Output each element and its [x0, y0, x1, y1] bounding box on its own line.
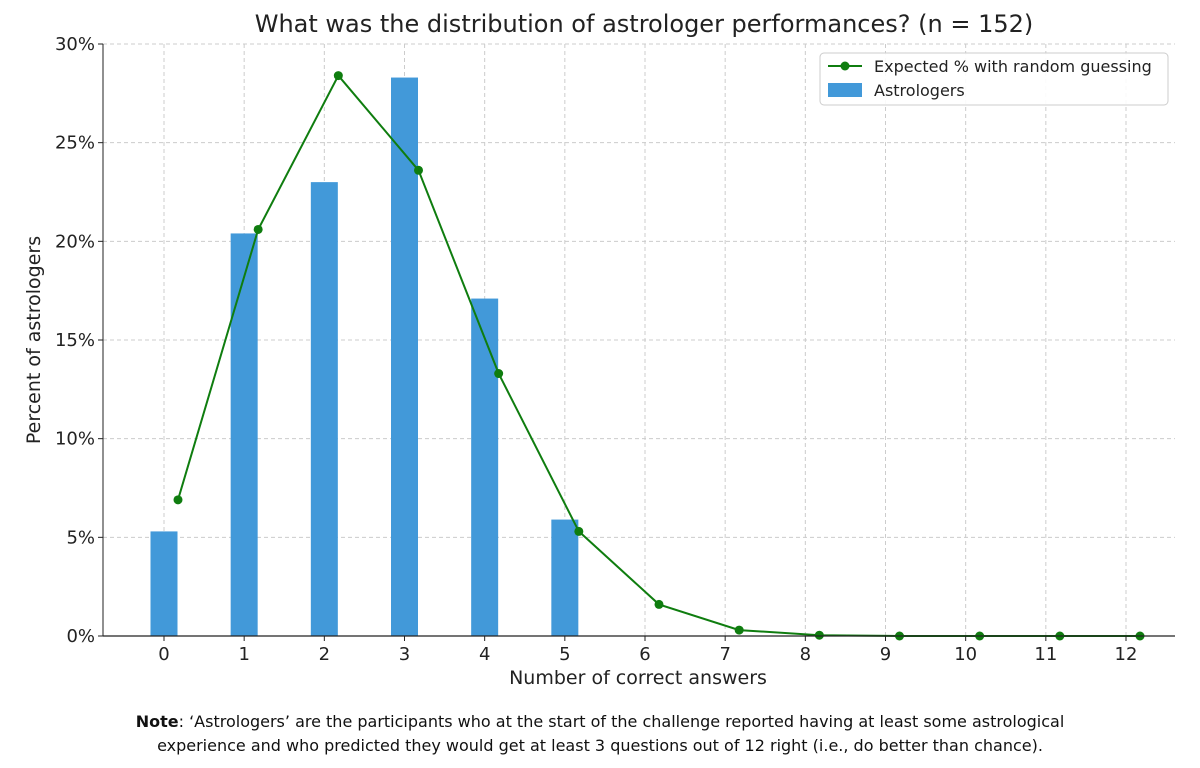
note-label: Note: [135, 712, 179, 731]
y-tick-label: 25%: [55, 133, 95, 154]
x-tick-label: 0: [158, 644, 169, 665]
chart-title: What was the distribution of astrologer …: [255, 10, 1034, 38]
y-tick-label: 30%: [55, 34, 95, 55]
x-tick-label: 1: [238, 644, 249, 665]
x-tick-label: 8: [800, 644, 811, 665]
chart: What was the distribution of astrologer …: [23, 10, 1175, 689]
y-tick-label: 5%: [66, 527, 95, 548]
legend-box: [819, 52, 1169, 106]
y-tick-label: 20%: [55, 231, 95, 252]
x-tick-label: 2: [319, 644, 330, 665]
bar-0: [150, 531, 178, 636]
legend-label-astrologers: Astrologers: [874, 81, 965, 100]
y-tick-label: 10%: [55, 429, 95, 450]
expected-point-1: [253, 224, 263, 234]
x-tick-label: 5: [559, 644, 570, 665]
bars: [150, 77, 579, 636]
x-tick-label: 6: [639, 644, 650, 665]
legend-bar-swatch: [828, 83, 862, 97]
expected-point-2: [333, 71, 343, 81]
x-tick-label: 11: [1034, 644, 1057, 665]
legend-label-expected: Expected % with random guessing: [874, 57, 1152, 76]
ticks: 0%5%10%15%20%25%30%0 1 2 3 4 5 6 7 8 9 10 11 12: [55, 34, 1137, 665]
x-tick-label: 9: [880, 644, 891, 665]
grid: [103, 43, 1175, 637]
bar-1: [230, 233, 258, 636]
note-line-1: Note: ‘Astrologers’ are the participants…: [0, 710, 1200, 734]
expected-point-6: [654, 599, 664, 609]
legend-line-marker: [840, 61, 850, 71]
expected-point-0: [173, 495, 183, 505]
x-tick-label: 12: [1115, 644, 1138, 665]
x-tick-label: 3: [399, 644, 410, 665]
bar-2: [310, 182, 338, 636]
expected-point-8: [814, 630, 824, 640]
expected-point-7: [734, 625, 744, 635]
note-line-2: experience and who predicted they would …: [157, 736, 1043, 755]
bar-5: [551, 519, 579, 636]
x-tick-label: 4: [479, 644, 490, 665]
y-tick-label: 0%: [66, 626, 95, 647]
expected-point-5: [574, 526, 584, 536]
bar-3: [391, 77, 418, 636]
note-text-1: : ‘Astrologers’ are the participants who…: [178, 712, 1065, 731]
x-tick-label: 7: [719, 644, 730, 665]
bar-4: [471, 298, 499, 636]
x-tick-label: 10: [954, 644, 977, 665]
expected-point-4: [494, 369, 504, 379]
y-tick-label: 15%: [55, 330, 95, 351]
x-axis-label: Number of correct answers: [509, 667, 767, 689]
y-axis-label: Percent of astrologers: [23, 236, 45, 444]
note: Note: ‘Astrologers’ are the participants…: [0, 710, 1200, 758]
legend: Expected % with random guessing Astrologe…: [819, 52, 1169, 106]
expected-point-3: [414, 165, 423, 175]
